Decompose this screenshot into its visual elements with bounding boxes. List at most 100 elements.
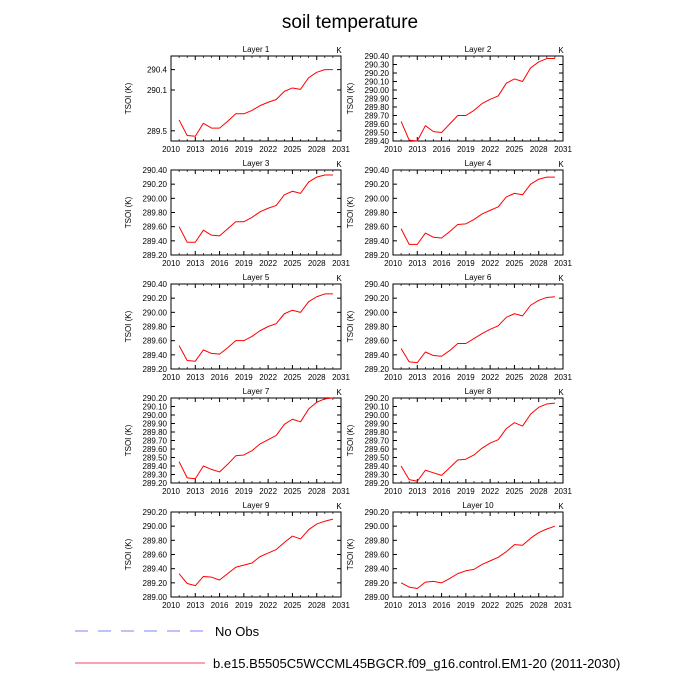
x-tick-label: 2031 (332, 373, 350, 382)
y-tick-label: 289.40 (143, 237, 168, 246)
x-tick-label: 2028 (530, 259, 548, 268)
series-line (179, 398, 333, 479)
x-tick-label: 2013 (408, 145, 426, 154)
x-tick-label: 2019 (235, 259, 253, 268)
series-line (179, 294, 333, 361)
y-tick-label: 289.60 (143, 223, 168, 232)
y-tick-label: 290.20 (365, 294, 390, 303)
y-tick-label: 290.40 (365, 166, 390, 175)
x-tick-label: 2019 (235, 601, 253, 610)
x-tick-label: 2010 (384, 373, 402, 382)
y-tick-label: 290.40 (143, 280, 168, 289)
x-tick-label: 2016 (433, 259, 451, 268)
units-label: K (558, 274, 564, 283)
y-tick-label: 290.20 (143, 180, 168, 189)
x-tick-label: 2025 (506, 487, 524, 496)
x-tick-label: 2031 (554, 601, 572, 610)
x-tick-label: 2031 (554, 487, 572, 496)
series-line (179, 70, 333, 137)
x-tick-label: 2028 (530, 373, 548, 382)
units-label: K (336, 388, 342, 397)
y-tick-label: 290.30 (365, 61, 390, 70)
x-tick-label: 2013 (408, 259, 426, 268)
y-tick-label: 289.80 (365, 209, 390, 218)
x-tick-label: 2028 (308, 145, 326, 154)
panel-layer-3: Layer 3 K TSOI (K) 2010 2013 2016 2019 2022 2025… (124, 159, 350, 268)
x-tick-label: 2019 (457, 601, 475, 610)
x-tick-label: 2025 (506, 145, 524, 154)
x-tick-label: 2010 (162, 373, 180, 382)
panel-title: Layer 2 (465, 45, 492, 54)
x-tick-label: 2010 (384, 145, 402, 154)
y-tick-label: 289.40 (365, 565, 390, 574)
y-tick-label: 289.60 (143, 337, 168, 346)
x-tick-label: 2019 (235, 373, 253, 382)
y-tick-label: 289.70 (143, 437, 168, 446)
y-tick-label: 289.30 (365, 471, 390, 480)
panels-grid: Layer 1 K TSOI (K) 2010 2013 2016 2019 2022 2025… (124, 45, 572, 610)
y-tick-label: 289.80 (365, 103, 390, 112)
y-tick-label: 290.20 (365, 180, 390, 189)
x-tick-label: 2013 (186, 487, 204, 496)
series-line (401, 297, 555, 363)
x-tick-label: 2031 (554, 373, 572, 382)
y-tick-label: 289.70 (365, 112, 390, 121)
y-tick-label: 289.20 (143, 579, 168, 588)
x-tick-label: 2022 (481, 487, 499, 496)
units-label: K (558, 388, 564, 397)
x-tick-label: 2013 (186, 259, 204, 268)
x-tick-label: 2016 (433, 487, 451, 496)
x-tick-label: 2025 (506, 601, 524, 610)
x-tick-label: 2013 (186, 145, 204, 154)
x-tick-label: 2025 (284, 601, 302, 610)
y-tick-label: 289.40 (365, 237, 390, 246)
y-axis-label: TSOI (K) (124, 538, 133, 570)
y-axis-label: TSOI (K) (124, 310, 133, 342)
y-tick-label: 289.20 (365, 365, 390, 374)
y-tick-label: 289.50 (365, 129, 390, 138)
x-tick-label: 2016 (433, 145, 451, 154)
units-label: K (336, 502, 342, 511)
x-tick-label: 2031 (332, 145, 350, 154)
y-tick-label: 289.80 (365, 428, 390, 437)
y-tick-label: 289.5 (147, 127, 168, 136)
y-axis-label: TSOI (K) (124, 82, 133, 114)
y-tick-label: 290.00 (143, 194, 168, 203)
y-tick-label: 289.60 (365, 120, 390, 129)
y-axis-label: TSOI (K) (124, 424, 133, 456)
panel-title: Layer 8 (465, 387, 492, 396)
y-axis-label: TSOI (K) (346, 310, 355, 342)
y-axis-label: TSOI (K) (346, 538, 355, 570)
panel-title: Layer 6 (465, 273, 492, 282)
y-tick-label: 289.90 (365, 95, 390, 104)
figure-title: soil temperature (282, 12, 418, 33)
panel-layer-5: Layer 5 K TSOI (K) 2010 2013 2016 2019 2022 2025… (124, 273, 350, 382)
y-tick-label: 290.10 (143, 403, 168, 412)
x-tick-label: 2025 (284, 487, 302, 496)
x-tick-label: 2022 (481, 601, 499, 610)
panel-layer-9: Layer 9 K TSOI (K) 2010 2013 2016 2019 2022 2025… (124, 501, 350, 610)
x-tick-label: 2013 (186, 601, 204, 610)
y-tick-label: 289.80 (143, 323, 168, 332)
legend-model-label: b.e15.B5505C5WCCML45BGCR.f09_g16.control… (213, 656, 620, 671)
x-tick-label: 2022 (481, 145, 499, 154)
y-tick-label: 289.20 (365, 479, 390, 488)
x-tick-label: 2010 (162, 145, 180, 154)
x-tick-label: 2031 (332, 601, 350, 610)
x-tick-label: 2028 (530, 601, 548, 610)
plot-frame (393, 512, 563, 597)
x-tick-label: 2016 (211, 145, 229, 154)
panel-layer-2: Layer 2 K TSOI (K) 2010 2013 2016 2019 2022 2025… (346, 45, 572, 154)
x-tick-label: 2028 (530, 487, 548, 496)
x-tick-label: 2019 (457, 487, 475, 496)
x-tick-label: 2022 (259, 601, 277, 610)
y-axis-label: TSOI (K) (346, 196, 355, 228)
y-tick-label: 289.60 (365, 551, 390, 560)
y-tick-label: 289.40 (365, 351, 390, 360)
panel-title: Layer 9 (243, 501, 270, 510)
panel-title: Layer 10 (462, 501, 494, 510)
panel-layer-1: Layer 1 K TSOI (K) 2010 2013 2016 2019 2022 2025… (124, 45, 350, 154)
y-tick-label: 290.20 (143, 508, 168, 517)
y-tick-label: 289.80 (365, 536, 390, 545)
x-tick-label: 2019 (235, 487, 253, 496)
